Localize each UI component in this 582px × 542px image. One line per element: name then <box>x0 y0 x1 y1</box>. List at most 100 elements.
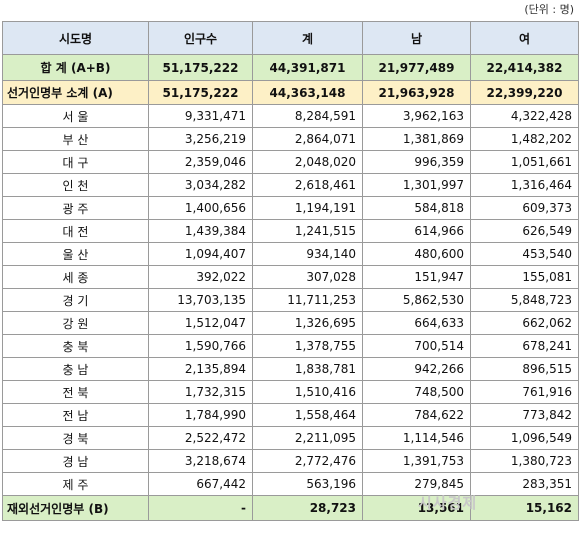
subtotal-sum: 44,363,148 <box>252 80 363 105</box>
cell-region-name: 전 남 <box>2 403 149 427</box>
cell-region-name: 경 북 <box>2 426 149 450</box>
cell-population: 9,331,471 <box>148 104 253 128</box>
cell-region-name: 인 천 <box>2 173 149 197</box>
cell-female: 4,322,428 <box>470 104 579 128</box>
subtotal-label: 선거인명부 소계 (A) <box>2 80 149 105</box>
cell-sum: 1,241,515 <box>252 219 363 243</box>
table-row: 전 북 1,732,315 1,510,416 748,500 761,916 <box>2 380 579 404</box>
cell-sum: 1,194,191 <box>252 196 363 220</box>
table-row: 충 남 2,135,894 1,838,781 942,266 896,515 <box>2 357 579 381</box>
unit-note: (단위 : 명) <box>524 3 574 16</box>
cell-male: 614,966 <box>362 219 471 243</box>
cell-male: 1,391,753 <box>362 449 471 473</box>
voter-table: 시도명 인구수 계 남 여 합 계 (A+B) 51,175,222 44,39… <box>2 21 579 521</box>
cell-female: 1,482,202 <box>470 127 579 151</box>
cell-sum: 2,048,020 <box>252 150 363 174</box>
table-row: 충 북 1,590,766 1,378,755 700,514 678,241 <box>2 334 579 358</box>
overseas-sum: 28,723 <box>252 495 363 521</box>
cell-male: 151,947 <box>362 265 471 289</box>
header-region: 시도명 <box>2 21 149 55</box>
table-row: 광 주 1,400,656 1,194,191 584,818 609,373 <box>2 196 579 220</box>
cell-population: 1,784,990 <box>148 403 253 427</box>
cell-sum: 2,772,476 <box>252 449 363 473</box>
cell-female: 761,916 <box>470 380 579 404</box>
cell-region-name: 강 원 <box>2 311 149 335</box>
cell-region-name: 전 북 <box>2 380 149 404</box>
header-female: 여 <box>470 21 579 55</box>
cell-male: 784,622 <box>362 403 471 427</box>
table-row: 전 남 1,784,990 1,558,464 784,622 773,842 <box>2 403 579 427</box>
cell-male: 1,114,546 <box>362 426 471 450</box>
cell-female: 678,241 <box>470 334 579 358</box>
cell-region-name: 서 울 <box>2 104 149 128</box>
cell-sum: 563,196 <box>252 472 363 496</box>
total-male: 21,977,489 <box>362 54 471 81</box>
table-row: 경 기 13,703,135 11,711,253 5,862,530 5,848,72… <box>2 288 579 312</box>
cell-sum: 2,864,071 <box>252 127 363 151</box>
cell-sum: 1,558,464 <box>252 403 363 427</box>
cell-sum: 2,618,461 <box>252 173 363 197</box>
cell-female: 626,549 <box>470 219 579 243</box>
cell-male: 664,633 <box>362 311 471 335</box>
total-row: 합 계 (A+B) 51,175,222 44,391,871 21,977,4… <box>2 54 579 81</box>
cell-region-name: 울 산 <box>2 242 149 266</box>
cell-sum: 1,326,695 <box>252 311 363 335</box>
cell-population: 1,439,384 <box>148 219 253 243</box>
subtotal-row: 선거인명부 소계 (A) 51,175,222 44,363,148 21,96… <box>2 80 579 105</box>
cell-sum: 8,284,591 <box>252 104 363 128</box>
cell-population: 1,512,047 <box>148 311 253 335</box>
table-row: 대 전 1,439,384 1,241,515 614,966 626,549 <box>2 219 579 243</box>
cell-population: 13,703,135 <box>148 288 253 312</box>
header-population: 인구수 <box>148 21 253 55</box>
cell-female: 1,316,464 <box>470 173 579 197</box>
table-row: 인 천 3,034,282 2,618,461 1,301,997 1,316,464 <box>2 173 579 197</box>
total-population: 51,175,222 <box>148 54 253 81</box>
cell-male: 480,600 <box>362 242 471 266</box>
overseas-population: - <box>148 495 253 521</box>
table-row: 세 종 392,022 307,028 151,947 155,081 <box>2 265 579 289</box>
table-row: 대 구 2,359,046 2,048,020 996,359 1,051,661 <box>2 150 579 174</box>
cell-male: 5,862,530 <box>362 288 471 312</box>
table-row: 제 주 667,442 563,196 279,845 283,351 <box>2 472 579 496</box>
subtotal-male: 21,963,928 <box>362 80 471 105</box>
cell-female: 609,373 <box>470 196 579 220</box>
cell-sum: 1,510,416 <box>252 380 363 404</box>
subtotal-population: 51,175,222 <box>148 80 253 105</box>
overseas-row: 재외선거인명부 (B) -28,723 13,561 15,162 <box>2 495 579 521</box>
cell-female: 1,096,549 <box>470 426 579 450</box>
cell-male: 1,381,869 <box>362 127 471 151</box>
cell-female: 662,062 <box>470 311 579 335</box>
cell-male: 700,514 <box>362 334 471 358</box>
cell-region-name: 광 주 <box>2 196 149 220</box>
cell-sum: 11,711,253 <box>252 288 363 312</box>
cell-female: 155,081 <box>470 265 579 289</box>
cell-female: 453,540 <box>470 242 579 266</box>
cell-male: 279,845 <box>362 472 471 496</box>
cell-region-name: 대 구 <box>2 150 149 174</box>
overseas-label: 재외선거인명부 (B) <box>2 495 149 521</box>
cell-male: 996,359 <box>362 150 471 174</box>
overseas-male: 13,561 <box>362 495 471 521</box>
cell-region-name: 경 남 <box>2 449 149 473</box>
header-row: 시도명 인구수 계 남 여 <box>2 21 579 55</box>
total-female: 22,414,382 <box>470 54 579 81</box>
cell-sum: 934,140 <box>252 242 363 266</box>
cell-female: 1,380,723 <box>470 449 579 473</box>
cell-female: 773,842 <box>470 403 579 427</box>
cell-female: 283,351 <box>470 472 579 496</box>
table-row: 경 남 3,218,674 2,772,476 1,391,753 1,380,723 <box>2 449 579 473</box>
cell-population: 3,256,219 <box>148 127 253 151</box>
cell-population: 667,442 <box>148 472 253 496</box>
cell-region-name: 세 종 <box>2 265 149 289</box>
cell-male: 1,301,997 <box>362 173 471 197</box>
table-row: 강 원 1,512,047 1,326,695 664,633 662,062 <box>2 311 579 335</box>
cell-population: 3,218,674 <box>148 449 253 473</box>
cell-population: 2,135,894 <box>148 357 253 381</box>
header-male: 남 <box>362 21 471 55</box>
cell-male: 942,266 <box>362 357 471 381</box>
subtotal-female: 22,399,220 <box>470 80 579 105</box>
cell-female: 1,051,661 <box>470 150 579 174</box>
cell-population: 392,022 <box>148 265 253 289</box>
cell-female: 896,515 <box>470 357 579 381</box>
cell-region-name: 충 남 <box>2 357 149 381</box>
